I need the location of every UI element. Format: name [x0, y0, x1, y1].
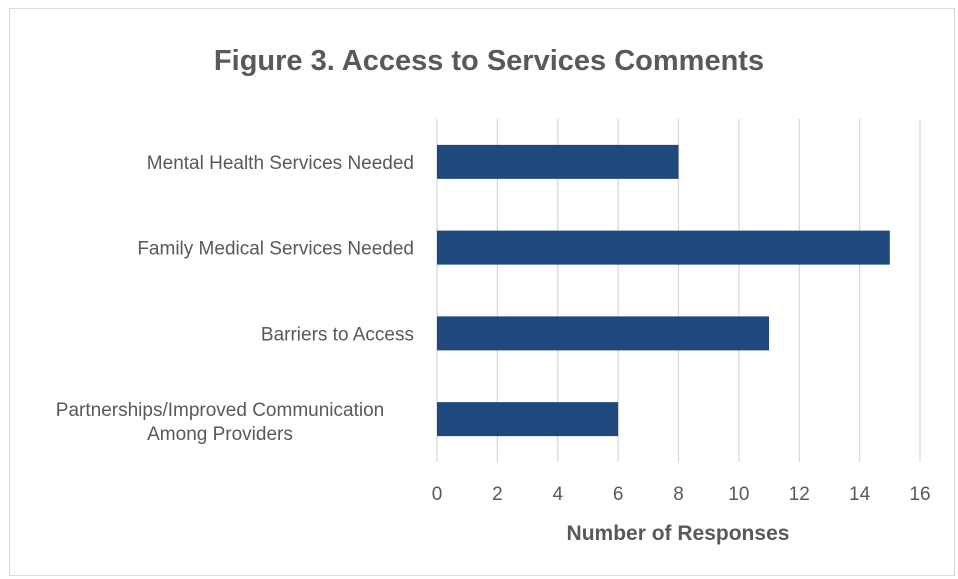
x-axis-label: Number of Responses [567, 522, 790, 545]
x-tick-label: 0 [432, 484, 443, 505]
bar [437, 230, 890, 265]
bars [437, 144, 890, 437]
category-label: Partnerships/Improved Communication Among… [56, 400, 384, 445]
x-tick-label: 16 [909, 484, 930, 505]
bar [437, 144, 679, 179]
x-tick-label: 8 [673, 484, 684, 505]
category-labels: Mental Health Services Needed Family Medi… [56, 153, 414, 445]
x-tick-label: 14 [849, 484, 871, 505]
x-tick-label: 2 [492, 484, 503, 505]
category-label: Mental Health Services Needed [147, 153, 414, 174]
x-tick-label: 12 [789, 484, 810, 505]
chart-title: Figure 3. Access to Services Comments [214, 45, 764, 77]
bar [437, 316, 770, 351]
bar [437, 402, 619, 437]
x-tick-label: 6 [613, 484, 624, 505]
category-label: Barriers to Access [261, 324, 414, 345]
x-tick-labels: 0 2 4 6 8 10 12 14 16 [432, 484, 931, 505]
x-tick-label: 10 [728, 484, 749, 505]
x-tick-label: 4 [552, 484, 563, 505]
chart-frame [9, 8, 955, 576]
category-label: Family Medical Services Needed [137, 239, 414, 260]
